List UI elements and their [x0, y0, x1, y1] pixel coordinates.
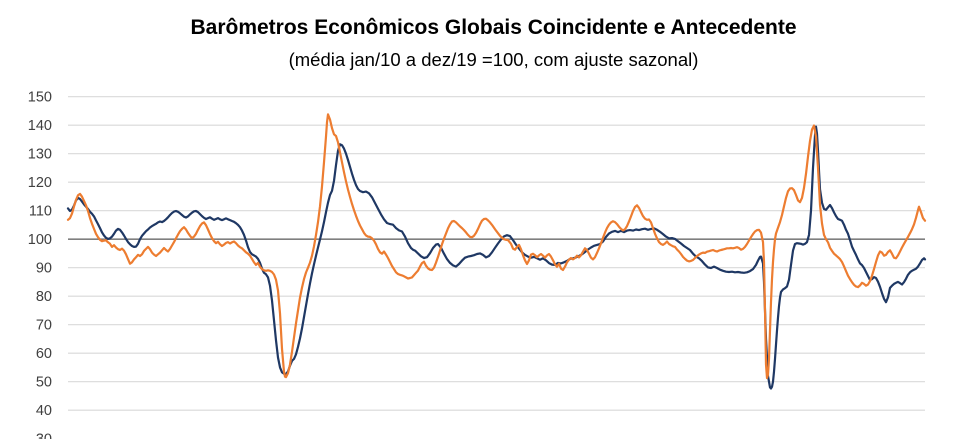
chart-title: Barômetros Econômicos Globais Coincident…: [190, 16, 797, 39]
y-tick-label-110: 110: [29, 204, 52, 220]
coincidente-line: [66, 125, 927, 390]
y-tick-label-120: 120: [28, 175, 52, 191]
y-tick-label-80: 80: [36, 289, 52, 305]
y-tick-label-30: 30: [36, 432, 52, 439]
y-tick-label-150: 150: [28, 90, 52, 106]
y-tick-label-140: 140: [28, 118, 52, 134]
y-tick-label-50: 50: [36, 375, 52, 391]
y-tick-label-60: 60: [36, 346, 52, 362]
chart-subtitle: (média jan/10 a dez/19 =100, com ajuste …: [288, 49, 699, 70]
y-tick-label-90: 90: [36, 261, 52, 277]
y-tick-label-40: 40: [36, 403, 52, 419]
y-tick-label-70: 70: [36, 318, 52, 334]
y-tick-label-100: 100: [28, 232, 52, 248]
y-tick-label-130: 130: [28, 147, 52, 163]
antecedente-line: [66, 113, 927, 380]
